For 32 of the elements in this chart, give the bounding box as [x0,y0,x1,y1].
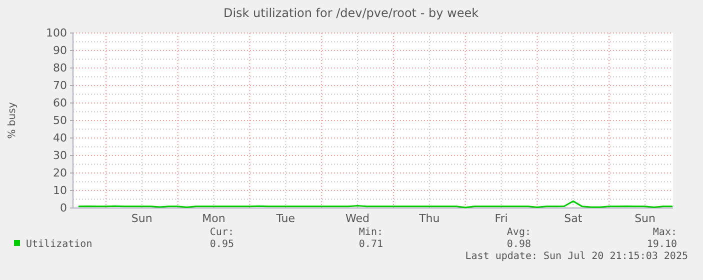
chart-title: Disk utilization for /dev/pve/root - by week [223,6,479,20]
y-tick-label: 0 [60,202,67,215]
y-tick-label: 90 [53,44,67,58]
text: Avg: [506,227,531,238]
text: 0.98 [506,239,531,250]
text: Min: [358,227,383,238]
y-axis-title: % busy [7,102,18,139]
y-tick-label: 80 [53,62,67,75]
y-tick-label: 10 [53,184,67,198]
y-tick-label: 60 [53,96,67,110]
text: 0.95 [210,239,234,250]
y-tick-label: 20 [53,166,67,180]
y-tick-label: 30 [53,149,67,162]
text: 19.10 [646,239,677,250]
text: Last update: Sun Jul 20 21:15:03 2025 [465,251,688,262]
x-tick-label: Sun [131,212,152,225]
y-tick-label: 40 [53,132,67,145]
legend-label: Utilization [26,239,92,250]
x-tick-label: Sat [564,212,583,225]
line-series [78,200,673,208]
x-tick-label: Mon [202,212,226,225]
x-tick-label: Fri [494,212,508,225]
text: Cur: [210,227,234,238]
y-tick-label: 100 [46,26,67,40]
x-tick-label: Wed [346,212,370,225]
x-tick-label: Sun [634,212,656,225]
y-tick-label: 70 [53,79,67,92]
x-tick-label: Tue [275,212,296,225]
y-tick-label: 50 [53,114,67,128]
text: 0.71 [358,239,383,250]
text: Max: [652,227,677,238]
x-tick-label: Thu [418,212,440,225]
